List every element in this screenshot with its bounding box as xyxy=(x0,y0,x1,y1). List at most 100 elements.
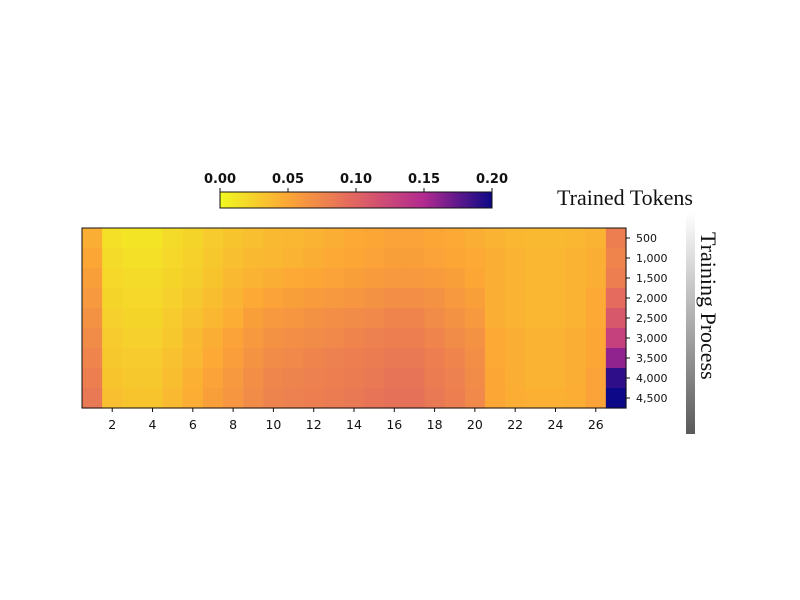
heatmap-cell xyxy=(82,248,103,269)
heatmap-cells xyxy=(82,228,627,409)
heatmap-cell xyxy=(122,368,144,389)
heatmap-cell xyxy=(424,308,446,329)
heatmap-cell xyxy=(404,348,426,369)
heatmap-cell xyxy=(484,268,506,289)
heatmap-cell xyxy=(223,228,244,249)
heatmap-cell xyxy=(243,288,264,309)
training-process-bar xyxy=(686,212,695,434)
y-tick-label: 1,000 xyxy=(636,252,668,265)
heatmap-cell xyxy=(142,288,164,309)
heatmap-cell xyxy=(505,328,526,349)
heatmap-cell xyxy=(202,268,224,289)
heatmap-cell xyxy=(283,268,305,289)
heatmap-cell xyxy=(404,248,426,269)
y-tick-label: 500 xyxy=(636,232,657,245)
heatmap-cell xyxy=(384,348,405,369)
heatmap-cell xyxy=(303,368,325,389)
heatmap-cell xyxy=(323,228,345,249)
heatmap-cell xyxy=(424,288,446,309)
heatmap-cell xyxy=(263,308,285,329)
heatmap-cell xyxy=(585,348,607,369)
heatmap-cell xyxy=(464,388,486,409)
heatmap-cell xyxy=(82,228,103,249)
heatmap-cell xyxy=(605,388,627,409)
y-axis-label: Training Process xyxy=(696,232,721,380)
colorbar-ticks: 0.00 0.05 0.10 0.15 0.20 xyxy=(204,172,508,192)
heatmap-cell xyxy=(162,268,184,289)
heatmap-cell xyxy=(444,308,466,329)
heatmap-cell xyxy=(162,248,184,269)
heatmap-cell xyxy=(182,328,204,349)
heatmap-cell xyxy=(484,308,506,329)
heatmap-cell xyxy=(263,368,285,389)
heatmap-cell xyxy=(343,268,365,289)
heatmap-cell xyxy=(122,248,144,269)
heatmap-cell xyxy=(263,228,285,249)
heatmap-cell xyxy=(223,328,244,349)
x-tick-label: 4 xyxy=(149,417,157,432)
heatmap-cell xyxy=(545,368,567,389)
heatmap-cell xyxy=(223,268,244,289)
heatmap-cell xyxy=(162,228,184,249)
heatmap-cell xyxy=(444,348,466,369)
heatmap-cell xyxy=(102,388,123,409)
heatmap-cell xyxy=(404,288,426,309)
heatmap-cell xyxy=(404,368,426,389)
heatmap-cell xyxy=(605,328,627,349)
heatmap-cell xyxy=(585,248,607,269)
heatmap-cell xyxy=(102,228,123,249)
heatmap-cell xyxy=(202,228,224,249)
heatmap-cell xyxy=(243,228,264,249)
heatmap-cell xyxy=(323,388,345,409)
heatmap-cell xyxy=(424,388,446,409)
heatmap-cell xyxy=(283,308,305,329)
heatmap-cell xyxy=(525,288,547,309)
heatmap-cell xyxy=(162,288,184,309)
y-tick-label: 3,000 xyxy=(636,332,668,345)
colorbar-tick-label: 0.05 xyxy=(272,172,304,187)
heatmap-cell xyxy=(585,228,607,249)
heatmap-cell xyxy=(202,248,224,269)
heatmap-cell xyxy=(122,348,144,369)
heatmap-cell xyxy=(585,308,607,329)
heatmap-cell xyxy=(283,368,305,389)
heatmap-cell xyxy=(464,228,486,249)
heatmap-cell xyxy=(525,248,547,269)
heatmap-cell xyxy=(384,308,405,329)
heatmap-cell xyxy=(545,388,567,409)
heatmap-cell xyxy=(82,388,103,409)
heatmap-cell xyxy=(303,288,325,309)
heatmap-cell xyxy=(384,288,405,309)
heatmap-cell xyxy=(162,328,184,349)
heatmap-cell xyxy=(243,248,264,269)
heatmap-cell xyxy=(364,348,385,369)
x-tick-label: 16 xyxy=(386,417,402,432)
heatmap-cell xyxy=(384,388,405,409)
heatmap-cell xyxy=(223,308,244,329)
heatmap-cell xyxy=(202,288,224,309)
heatmap-cell xyxy=(142,348,164,369)
heatmap-cell xyxy=(223,288,244,309)
heatmap-cell xyxy=(323,348,345,369)
heatmap-cell xyxy=(585,288,607,309)
heatmap-cell xyxy=(263,248,285,269)
heatmap-cell xyxy=(223,368,244,389)
heatmap-cell xyxy=(424,368,446,389)
heatmap-cell xyxy=(565,288,587,309)
heatmap-cell xyxy=(484,368,506,389)
heatmap-cell xyxy=(162,308,184,329)
heatmap-cell xyxy=(384,368,405,389)
heatmap-cell xyxy=(82,288,103,309)
y-tick-label: 4,000 xyxy=(636,372,668,385)
heatmap-cell xyxy=(122,308,144,329)
heatmap-cell xyxy=(162,368,184,389)
heatmap-cell xyxy=(444,368,466,389)
heatmap-cell xyxy=(303,228,325,249)
heatmap-cell xyxy=(122,388,144,409)
heatmap-cell xyxy=(605,308,627,329)
heatmap-cell xyxy=(404,268,426,289)
heatmap-cell xyxy=(303,248,325,269)
heatmap-cell xyxy=(545,328,567,349)
heatmap-cell xyxy=(263,268,285,289)
heatmap-cell xyxy=(162,388,184,409)
